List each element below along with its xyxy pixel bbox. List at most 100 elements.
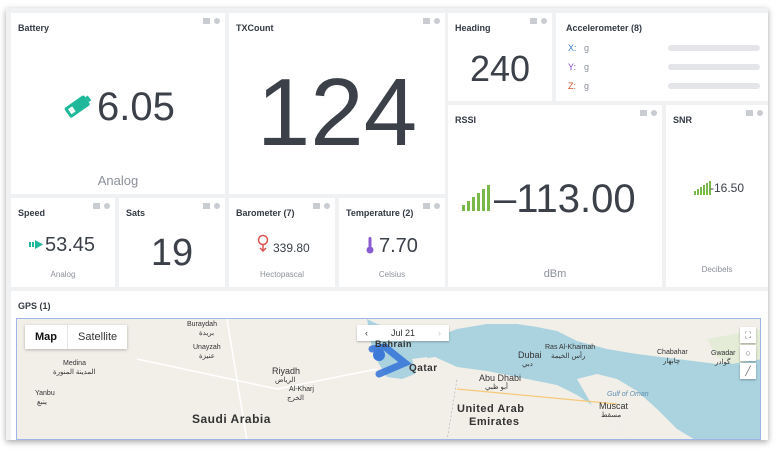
gear-icon[interactable] xyxy=(541,18,547,24)
map-label: دبي xyxy=(522,361,533,368)
map-label: Ras Al-Khaimah xyxy=(545,344,596,351)
chart-icon[interactable] xyxy=(530,18,537,24)
chart-icon[interactable] xyxy=(746,110,753,116)
chart-icon[interactable] xyxy=(640,110,647,116)
chevron-left-icon[interactable]: ‹ xyxy=(365,328,368,338)
tile-title: SNR xyxy=(673,115,693,125)
heading-value: 240 xyxy=(469,48,531,89)
tile-actions[interactable] xyxy=(746,110,763,116)
tile-actions[interactable] xyxy=(530,18,547,24)
map-label: Muscat xyxy=(599,401,629,411)
snr-value: -16.50 xyxy=(710,181,745,195)
rssi-unit: dBm xyxy=(543,268,567,280)
gear-icon[interactable] xyxy=(434,18,440,24)
tile-actions[interactable] xyxy=(203,18,220,24)
gear-icon[interactable] xyxy=(434,203,440,209)
gear-icon[interactable] xyxy=(651,110,657,116)
map-label: الخرج xyxy=(287,395,304,402)
speed-tile[interactable]: Speed 53.45 Analog xyxy=(11,198,115,287)
axis-unit: g xyxy=(584,81,590,91)
map-label: عنيزة xyxy=(199,353,215,360)
map-label: Yanbu xyxy=(35,390,55,397)
map-label: Gwadar xyxy=(711,350,736,357)
tile-actions[interactable] xyxy=(313,203,330,209)
txcount-value: 124 xyxy=(256,59,418,166)
satellite-button[interactable]: Satellite xyxy=(78,331,118,343)
gear-icon[interactable] xyxy=(324,203,330,209)
sats-tile[interactable]: Sats 19 xyxy=(119,198,225,287)
chart-icon[interactable] xyxy=(423,18,430,24)
battery-tile[interactable]: Battery 6.05 Analog xyxy=(11,13,225,194)
chart-icon[interactable] xyxy=(93,203,100,209)
map-label: United Arab xyxy=(457,403,525,415)
gear-icon[interactable] xyxy=(104,203,110,209)
accelerometer-bar-z xyxy=(668,83,760,89)
map-label: Medina xyxy=(63,360,86,367)
map-label: مسقط xyxy=(601,412,622,419)
axis-label: X: xyxy=(568,43,577,53)
tile-title: Speed xyxy=(18,208,46,218)
axis-label: Y: xyxy=(568,62,577,72)
tile-title: Accelerometer (8) xyxy=(566,23,643,33)
location-icon[interactable]: ○ xyxy=(740,345,756,361)
map-label: Riyadh xyxy=(272,366,301,376)
snr-unit: Decibels xyxy=(701,265,733,274)
gear-icon[interactable] xyxy=(757,110,763,116)
map-label: بريدة xyxy=(199,330,215,337)
map-type-control[interactable]: Map Satellite xyxy=(25,325,128,349)
date-label: Jul 21 xyxy=(390,328,416,338)
fullscreen-icon[interactable]: ⛶ xyxy=(740,327,756,343)
sats-value: 19 xyxy=(150,232,194,274)
chart-icon[interactable] xyxy=(203,203,210,209)
accelerometer-row-y: Y: g xyxy=(568,62,589,72)
map-button[interactable]: Map xyxy=(25,325,68,349)
snr-tile[interactable]: SNR -16.50 Decibels xyxy=(666,105,768,287)
temperature-tile[interactable]: Temperature (2) 7.70 Celsius xyxy=(339,198,445,287)
map-label: Saudi Arabia xyxy=(192,412,271,426)
signal-icon xyxy=(694,181,711,195)
map-label: Chabahar xyxy=(657,349,688,356)
chevron-right-icon[interactable]: › xyxy=(438,328,441,338)
tile-actions[interactable] xyxy=(93,203,110,209)
map-label: رأس الخيمة xyxy=(551,353,586,360)
tile-title: TXCount xyxy=(236,23,274,33)
map-label: Qatar xyxy=(409,363,438,374)
tile-title: Temperature (2) xyxy=(346,208,414,218)
accelerometer-bar-x xyxy=(668,45,760,51)
axis-unit: g xyxy=(584,62,590,72)
chart-icon[interactable] xyxy=(313,203,320,209)
map-label: أبو ظبي xyxy=(485,384,508,391)
gear-icon[interactable] xyxy=(214,18,220,24)
map-label: Dubai xyxy=(518,350,542,360)
tile-title: Heading xyxy=(455,23,491,33)
temperature-unit: Celsius xyxy=(378,270,406,279)
thermometer-icon xyxy=(366,237,374,254)
battery-value: 6.05 xyxy=(97,85,175,129)
tile-actions[interactable] xyxy=(640,110,657,116)
rssi-tile[interactable]: RSSI –113.00 dBm xyxy=(448,105,662,287)
accelerometer-tile[interactable]: Accelerometer (8) X: g Y: g Z: g xyxy=(556,13,768,101)
map-label: Gulf of Oman xyxy=(607,391,649,398)
tile-title: RSSI xyxy=(455,115,477,125)
gps-map[interactable]: Map Satellite ‹ Jul 21 › ⛶ ○ ╱ Buraydah … xyxy=(16,318,761,440)
map-label: Emirates xyxy=(469,416,520,428)
tile-actions[interactable] xyxy=(423,203,440,209)
tile-actions[interactable] xyxy=(203,203,220,209)
pegman-icon[interactable]: ╱ xyxy=(740,363,756,379)
barometer-tile[interactable]: Barometer (7) 339.80 Hectopascal xyxy=(229,198,335,287)
map-label: Bahrain xyxy=(375,339,413,349)
chart-icon[interactable] xyxy=(203,18,210,24)
speed-unit: Analog xyxy=(50,270,76,279)
signal-icon xyxy=(462,185,490,211)
chart-icon[interactable] xyxy=(423,203,430,209)
map-label: Abu Dhabi xyxy=(479,373,522,383)
gear-icon[interactable] xyxy=(214,203,220,209)
tile-actions[interactable] xyxy=(423,18,440,24)
txcount-tile[interactable]: TXCount 124 xyxy=(229,13,445,194)
rssi-value: –113.00 xyxy=(494,177,636,221)
heading-tile[interactable]: Heading 240 xyxy=(448,13,552,101)
axis-unit: g xyxy=(584,43,590,53)
date-control[interactable]: ‹ Jul 21 › xyxy=(357,325,449,341)
tile-title: Barometer (7) xyxy=(236,208,295,218)
map-label: Al-Kharj xyxy=(289,386,314,393)
